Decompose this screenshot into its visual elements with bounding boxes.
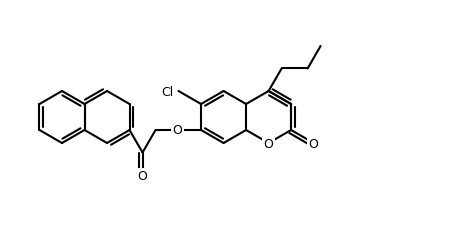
Text: Cl: Cl xyxy=(161,85,174,98)
Text: O: O xyxy=(173,124,182,137)
Text: O: O xyxy=(138,170,147,183)
Text: O: O xyxy=(264,137,274,150)
Text: O: O xyxy=(309,137,319,150)
